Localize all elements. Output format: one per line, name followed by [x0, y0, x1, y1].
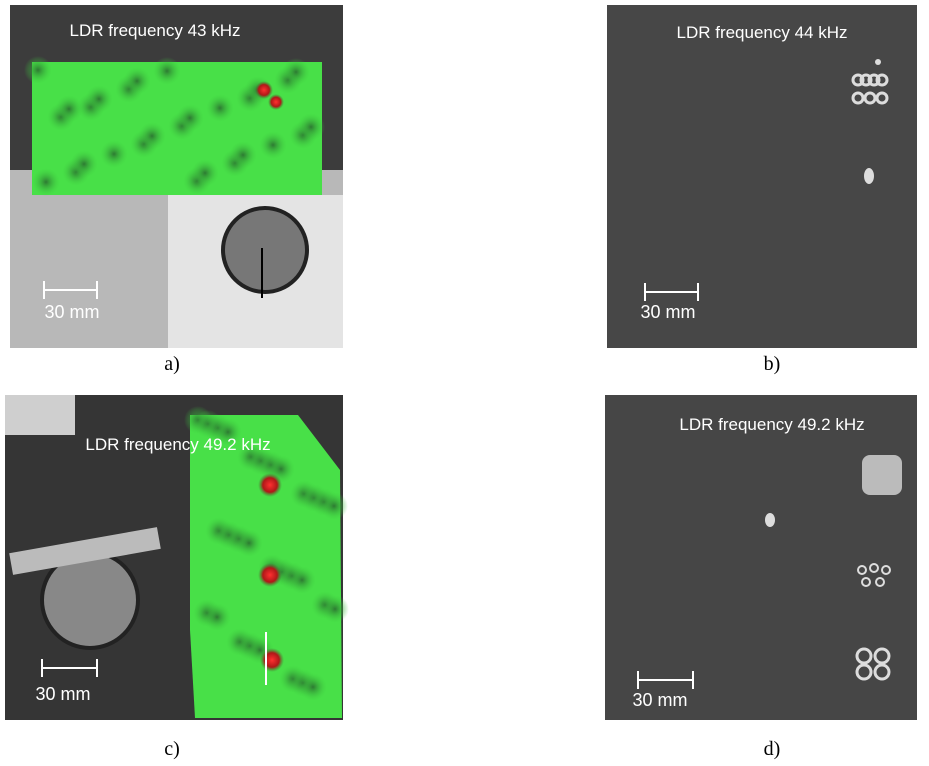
pattern-blob	[259, 131, 287, 159]
pattern-blob	[282, 58, 310, 86]
pattern-blob	[100, 140, 128, 168]
pattern-blob	[321, 595, 349, 623]
pattern-blob	[24, 56, 52, 84]
pattern-blob	[85, 85, 113, 113]
pattern-blob	[235, 529, 263, 557]
panel-caption: d)	[764, 738, 781, 760]
panel: LDR frequency 49.2 kHz 30 mm	[605, 395, 917, 720]
pattern-blob	[203, 603, 231, 631]
clamp	[5, 395, 75, 435]
panel-title: LDR frequency 44 kHz	[676, 23, 847, 42]
defect-indication	[864, 168, 874, 184]
panel: LDR frequency 49.2 kHz 30 mm	[5, 395, 349, 720]
scale-label: 30 mm	[640, 302, 695, 322]
defect-indication	[765, 513, 775, 527]
pattern-blob	[288, 566, 316, 594]
defect-spot	[258, 473, 282, 497]
pattern-blob	[206, 94, 234, 122]
pattern-blob	[32, 168, 60, 196]
defect-indication	[875, 59, 881, 65]
panel-title: LDR frequency 49.2 kHz	[679, 415, 864, 434]
panel: LDR frequency 44 kHz 30 mm	[607, 5, 917, 348]
pattern-blob	[138, 122, 166, 150]
defect-spot	[258, 563, 282, 587]
pattern-blob	[297, 113, 325, 141]
pattern-blob	[229, 141, 257, 169]
panel-caption: a)	[164, 353, 180, 375]
scale-label: 30 mm	[35, 684, 90, 704]
pattern-blob	[320, 492, 348, 520]
panel-caption: c)	[164, 738, 180, 760]
defect-spot	[268, 94, 284, 110]
defect-spot	[255, 81, 273, 99]
pattern-blob	[70, 150, 98, 178]
pattern-blob	[123, 67, 151, 95]
figure: LDR frequency 43 kHz 30 mm a) LDR frequency…	[0, 0, 929, 766]
pattern-blob	[191, 159, 219, 187]
transducer	[223, 208, 307, 292]
pattern-blob	[176, 104, 204, 132]
defect-indication	[862, 455, 902, 495]
scale-label: 30 mm	[44, 302, 99, 322]
panel-title: LDR frequency 49.2 kHz	[85, 435, 270, 454]
panel: LDR frequency 43 kHz 30 mm	[10, 5, 343, 348]
scale-label: 30 mm	[632, 690, 687, 710]
panel-caption: b)	[764, 353, 781, 375]
pattern-blob	[153, 57, 181, 85]
pattern-blob	[299, 673, 327, 701]
pattern-blob	[55, 95, 83, 123]
defect-spot	[260, 648, 284, 672]
panel-title: LDR frequency 43 kHz	[69, 21, 240, 40]
